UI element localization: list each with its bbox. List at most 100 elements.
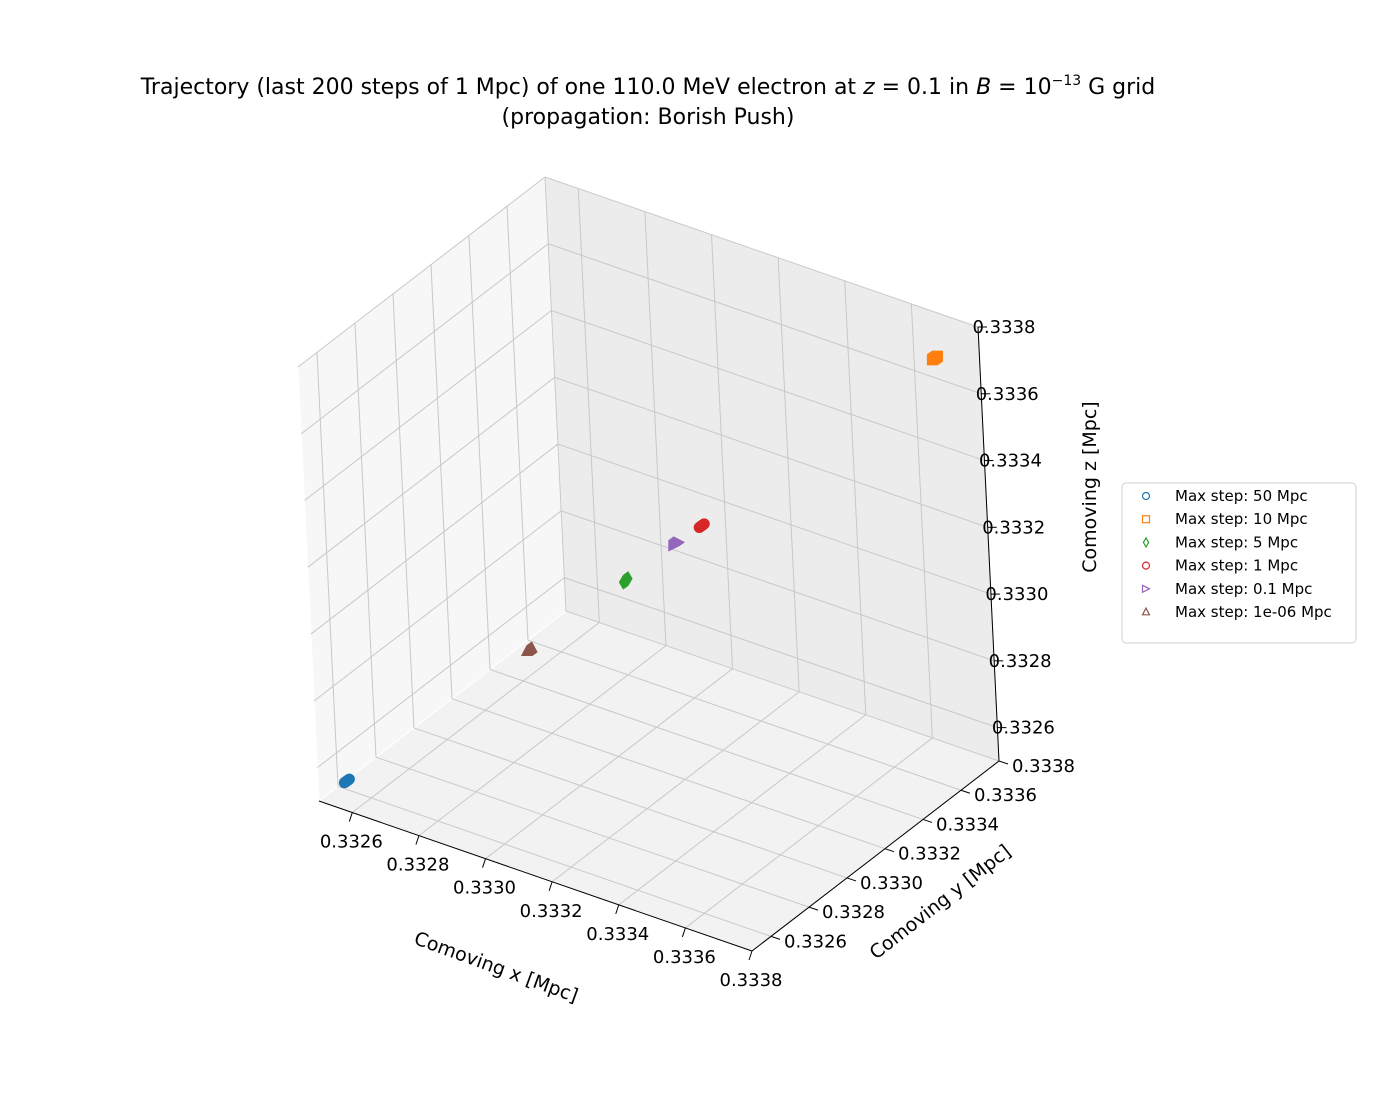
y-gridline [527, 639, 962, 791]
z-tick-label: 0.3336 [976, 384, 1039, 405]
y-tick-label: 0.3334 [936, 814, 999, 835]
legend-item: Max step: 50 Mpc [1141, 487, 1308, 505]
y-axis-line [751, 760, 1000, 952]
z-gridline [297, 176, 546, 368]
y-tick-label: 0.3326 [784, 931, 847, 952]
x-axis-line [318, 800, 753, 952]
z-gridline [551, 310, 985, 462]
x-tick-label: 0.3328 [386, 855, 449, 876]
legend-item: Max step: 0.1 Mpc [1141, 580, 1312, 598]
legend-marker [1141, 606, 1151, 616]
y-gridline [544, 176, 567, 612]
x-gridline [844, 280, 867, 715]
chart-title-line1: Trajectory (last 200 steps of 1 Mpc) of … [140, 73, 1156, 100]
z-gridline [564, 577, 998, 729]
y-tick-mark [922, 818, 933, 823]
title-exponent: −13 [1052, 73, 1082, 89]
legend-marker [1141, 584, 1151, 594]
x-gridline [910, 303, 933, 738]
x-tick-mark [548, 881, 553, 891]
legend-label: Max step: 10 Mpc [1175, 510, 1308, 528]
data-point [623, 571, 633, 587]
x-gridline [644, 211, 667, 646]
y-tick-mark [770, 935, 781, 940]
y-gridline [375, 756, 810, 908]
legend-item: Max step: 5 Mpc [1142, 533, 1298, 551]
y-tick-mark [960, 789, 971, 794]
series-4-points [668, 536, 686, 552]
y-tick-mark [846, 877, 857, 882]
y-gridline [506, 206, 529, 641]
z-gridline [544, 176, 979, 328]
y-tick-label: 0.3336 [974, 785, 1037, 806]
data-point [931, 350, 943, 362]
data-point [673, 536, 686, 548]
y-gridline [337, 785, 772, 937]
y-gridline [430, 264, 453, 699]
x-tick-mark [415, 835, 420, 845]
series-1-points [926, 350, 943, 366]
legend-label: Max step: 1e-06 Mpc [1175, 603, 1332, 621]
z-axis-line [977, 326, 1000, 762]
z-tick-label: 0.3338 [973, 317, 1036, 338]
y-tick-mark [808, 906, 819, 911]
y-tick-mark [998, 760, 1009, 765]
axes-panes [297, 176, 1001, 952]
x-tick-mark [615, 904, 620, 915]
data-point [698, 518, 710, 530]
legend-label: Max step: 1 Mpc [1175, 557, 1298, 575]
series-3-points [693, 518, 710, 534]
x-gridline [618, 714, 867, 906]
y-gridline [413, 727, 848, 879]
x-gridline [577, 188, 600, 623]
axes-ticks: 0.33260.33280.33300.33320.33340.33360.33… [320, 317, 1075, 991]
title-suffix: G grid [1081, 75, 1155, 100]
z-tick-label: 0.3330 [985, 584, 1048, 605]
legend-item: Max step: 1e-06 Mpc [1141, 603, 1332, 621]
y-gridline [316, 352, 339, 787]
legend: Max step: 50 Mpc Max step: 10 Mpc Max step… [1121, 482, 1357, 644]
chart-title-line2: (propagation: Borish Push) [502, 105, 795, 130]
legend-item: Max step: 1 Mpc [1141, 557, 1298, 575]
x-gridline [352, 622, 600, 813]
x-gridline [777, 257, 800, 692]
title-prefix: Trajectory (last 200 steps of 1 Mpc) of … [140, 75, 863, 100]
title-eq2: = 10 [991, 75, 1051, 100]
z-axis-label: Comoving z [Mpc] [1079, 401, 1101, 572]
legend-label: Max step: 50 Mpc [1175, 487, 1308, 505]
z-gridline [554, 376, 988, 528]
axes-lines [318, 326, 1000, 952]
legend-label: Max step: 0.1 Mpc [1175, 580, 1312, 598]
z-gridline [557, 443, 992, 595]
y-gridline [565, 610, 1000, 762]
z-gridline [307, 376, 555, 568]
x-tick-mark [748, 950, 753, 961]
z-tick-label: 0.3332 [982, 517, 1045, 538]
x-tick-mark [681, 927, 686, 938]
x-tick-label: 0.3330 [453, 878, 516, 899]
x-axis-label: Comoving x [Mpc] [411, 927, 581, 1007]
legend-marker [1141, 515, 1151, 524]
legend-box [1121, 482, 1357, 644]
axes-gridlines [297, 176, 1000, 952]
legend-marker [1141, 561, 1151, 570]
x-tick-label: 0.3332 [520, 901, 583, 922]
y-gridline [392, 293, 415, 728]
x-gridline [418, 645, 667, 837]
z-gridline [313, 510, 562, 702]
series-2-points [618, 571, 633, 590]
z-gridline [304, 310, 552, 501]
data-point [343, 773, 355, 785]
x-gridline [485, 668, 733, 860]
title-eq1: = 0.1 in [875, 75, 976, 100]
y-tick-mark [884, 848, 895, 853]
y-tick-label: 0.3330 [860, 873, 923, 894]
y-tick-label: 0.3338 [1012, 756, 1075, 777]
legend-item: Max step: 10 Mpc [1141, 510, 1308, 528]
y-gridline [468, 235, 491, 670]
y-gridline [451, 698, 886, 850]
x-tick-label: 0.3338 [720, 970, 783, 991]
x-tick-mark [348, 812, 353, 822]
x-gridline [685, 737, 933, 929]
series-5-points [520, 641, 538, 656]
